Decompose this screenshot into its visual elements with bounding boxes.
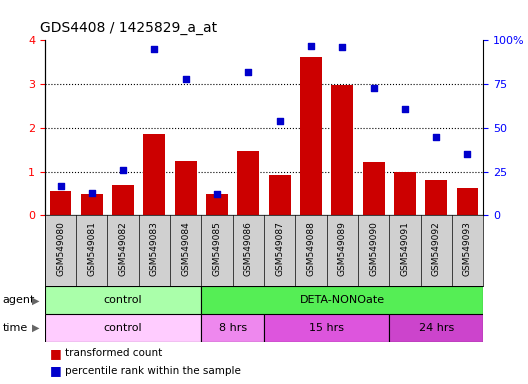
Bar (300, 57, 322, 215)
Bar (363, 162, 384, 215)
Bar (45, 286, 201, 314)
Text: GSM549089: GSM549089 (338, 221, 347, 276)
Text: ■: ■ (50, 347, 62, 360)
Point (56, 182, 65, 189)
Text: GSM549083: GSM549083 (150, 221, 159, 276)
Point (370, 84, 378, 91)
Point (338, 44, 346, 50)
Point (401, 106, 409, 112)
Point (119, 167, 127, 173)
Bar (389, 314, 483, 342)
Point (88, 190, 96, 196)
Bar (50, 191, 71, 215)
Text: control: control (104, 323, 143, 333)
Text: GSM549090: GSM549090 (369, 221, 378, 276)
Bar (81, 194, 103, 215)
Bar (201, 314, 264, 342)
Text: GSM549084: GSM549084 (181, 221, 190, 276)
Text: GDS4408 / 1425829_a_at: GDS4408 / 1425829_a_at (40, 21, 216, 35)
Text: transformed count: transformed count (65, 348, 162, 358)
Text: control: control (104, 295, 143, 305)
Text: GSM549087: GSM549087 (275, 221, 284, 276)
Text: ▶: ▶ (32, 323, 40, 333)
Bar (175, 161, 197, 215)
Text: time: time (3, 323, 28, 333)
Text: 24 hrs: 24 hrs (419, 323, 454, 333)
Bar (206, 194, 228, 215)
Bar (112, 185, 134, 215)
Bar (331, 85, 353, 215)
Text: DETA-NONOate: DETA-NONOate (300, 295, 385, 305)
Bar (201, 286, 483, 314)
Text: GSM549081: GSM549081 (87, 221, 96, 276)
Text: 15 hrs: 15 hrs (309, 323, 344, 333)
Text: ▶: ▶ (32, 295, 40, 305)
Text: GSM549082: GSM549082 (119, 221, 128, 276)
Bar (425, 180, 447, 215)
Point (150, 46, 158, 52)
Text: 8 hrs: 8 hrs (219, 323, 247, 333)
Point (276, 118, 284, 124)
Text: GSM549080: GSM549080 (56, 221, 65, 276)
Bar (394, 172, 416, 215)
Text: GSM549092: GSM549092 (432, 221, 441, 276)
Text: agent: agent (3, 295, 35, 305)
Point (463, 151, 472, 157)
Bar (264, 314, 389, 342)
Bar (45, 314, 201, 342)
Text: GSM549088: GSM549088 (306, 221, 315, 276)
Text: GSM549085: GSM549085 (213, 221, 222, 276)
Bar (269, 175, 290, 215)
Text: percentile rank within the sample: percentile rank within the sample (65, 366, 241, 376)
Text: GSM549091: GSM549091 (400, 221, 409, 276)
Bar (144, 134, 165, 215)
Bar (238, 151, 259, 215)
Point (213, 191, 221, 197)
Text: GSM549093: GSM549093 (463, 221, 472, 276)
Point (432, 134, 440, 140)
Bar (457, 188, 478, 215)
Point (307, 43, 315, 49)
Text: ■: ■ (50, 364, 62, 377)
Point (244, 69, 252, 75)
Point (182, 76, 190, 82)
Text: GSM549086: GSM549086 (244, 221, 253, 276)
